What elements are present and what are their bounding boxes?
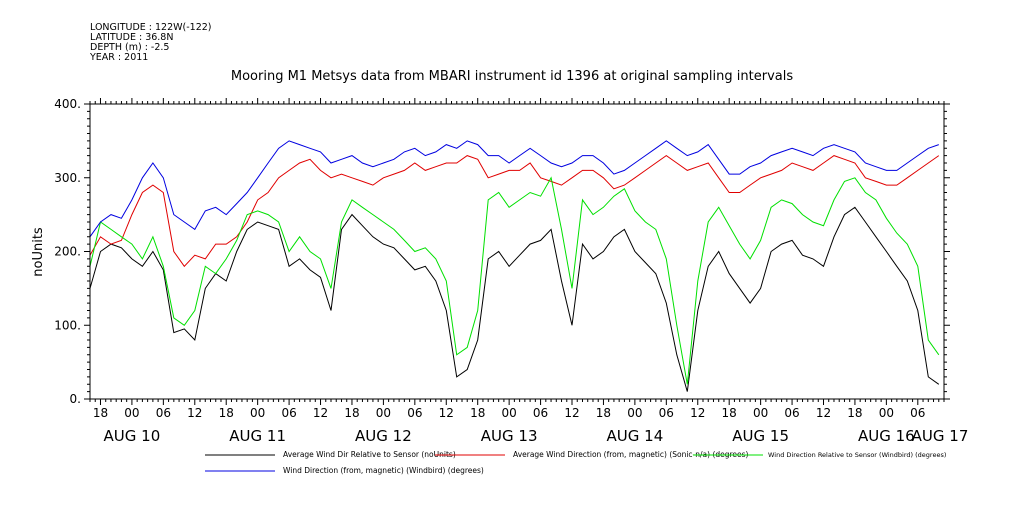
series-line-1	[90, 206, 940, 392]
plot-frame	[89, 103, 945, 400]
series-line-2	[90, 154, 940, 268]
x-hour-label: 00	[250, 406, 265, 420]
x-hour-label: 00	[502, 406, 517, 420]
x-hour-label: 00	[376, 406, 391, 420]
longitude-text: LONGITUDE : 122W(-122)	[90, 22, 212, 33]
x-hour-label: 06	[156, 406, 171, 420]
x-hour-label: 06	[407, 406, 422, 420]
x-day-label: AUG 16	[858, 427, 915, 445]
x-hour-label: 18	[847, 406, 862, 420]
y-axis-label: noUnits	[31, 227, 46, 277]
x-day-label: AUG 14	[607, 427, 664, 445]
x-hour-label: 00	[753, 406, 768, 420]
axes-layer: 0. 100. 200. 300. 400. 18 00 06 12 18 00 06 12 18 00 06…	[54, 97, 968, 445]
x-day-label: AUG 17	[912, 427, 969, 445]
legend-label-2: Average Wind Direction (from, magnetic) …	[513, 450, 749, 459]
series-line-3	[90, 176, 940, 385]
x-hour-label: 06	[910, 406, 925, 420]
legend-label-1: Average Wind Dir Relative to Sensor (noU…	[283, 450, 456, 459]
legend-label-3: Wind Direction Relative to Sensor (Windb…	[768, 451, 946, 459]
x-hour-label: 18	[722, 406, 737, 420]
latitude-text: LATITUDE : 36.8N	[90, 32, 173, 43]
x-day-label: AUG 11	[229, 427, 286, 445]
x-hour-label: 06	[281, 406, 296, 420]
y-tick-label: 300.	[54, 171, 81, 185]
x-hour-label: 12	[187, 406, 202, 420]
x-hour-label: 00	[124, 406, 139, 420]
legend: Average Wind Dir Relative to Sensor (noU…	[205, 450, 946, 475]
x-hour-label: 18	[93, 406, 108, 420]
x-day-label: AUG 13	[481, 427, 538, 445]
x-day-label: AUG 10	[104, 427, 161, 445]
y-tick-label: 400.	[54, 97, 81, 111]
series-line-4	[90, 140, 939, 238]
year-text: YEAR : 2011	[89, 52, 148, 63]
y-tick-label: 0.	[70, 392, 81, 406]
x-day-label: AUG 12	[355, 427, 412, 445]
series-layer	[90, 140, 940, 392]
x-hour-label: 06	[659, 406, 674, 420]
x-hour-label: 12	[313, 406, 328, 420]
y-tick-label: 200.	[54, 245, 81, 259]
metadata-block: LONGITUDE : 122W(-122) LATITUDE : 36.8N …	[89, 22, 212, 63]
x-hour-label: 12	[564, 406, 579, 420]
x-hour-label: 06	[533, 406, 548, 420]
x-hour-label: 00	[879, 406, 894, 420]
x-hour-label: 12	[816, 406, 831, 420]
x-hour-label: 18	[219, 406, 234, 420]
x-hour-label: 18	[470, 406, 485, 420]
x-hour-label: 12	[690, 406, 705, 420]
x-hour-label: 12	[439, 406, 454, 420]
x-hour-label: 06	[784, 406, 799, 420]
x-hour-label: 18	[596, 406, 611, 420]
y-tick-label: 100.	[54, 318, 81, 332]
depth-text: DEPTH (m) : -2.5	[90, 42, 169, 53]
legend-label-4: Wind Direction (from, magnetic) (Windbir…	[283, 466, 484, 475]
x-hour-label: 00	[627, 406, 642, 420]
x-hour-label: 18	[344, 406, 359, 420]
x-day-label: AUG 15	[732, 427, 789, 445]
chart-title: Mooring M1 Metsys data from MBARI instru…	[231, 69, 793, 84]
